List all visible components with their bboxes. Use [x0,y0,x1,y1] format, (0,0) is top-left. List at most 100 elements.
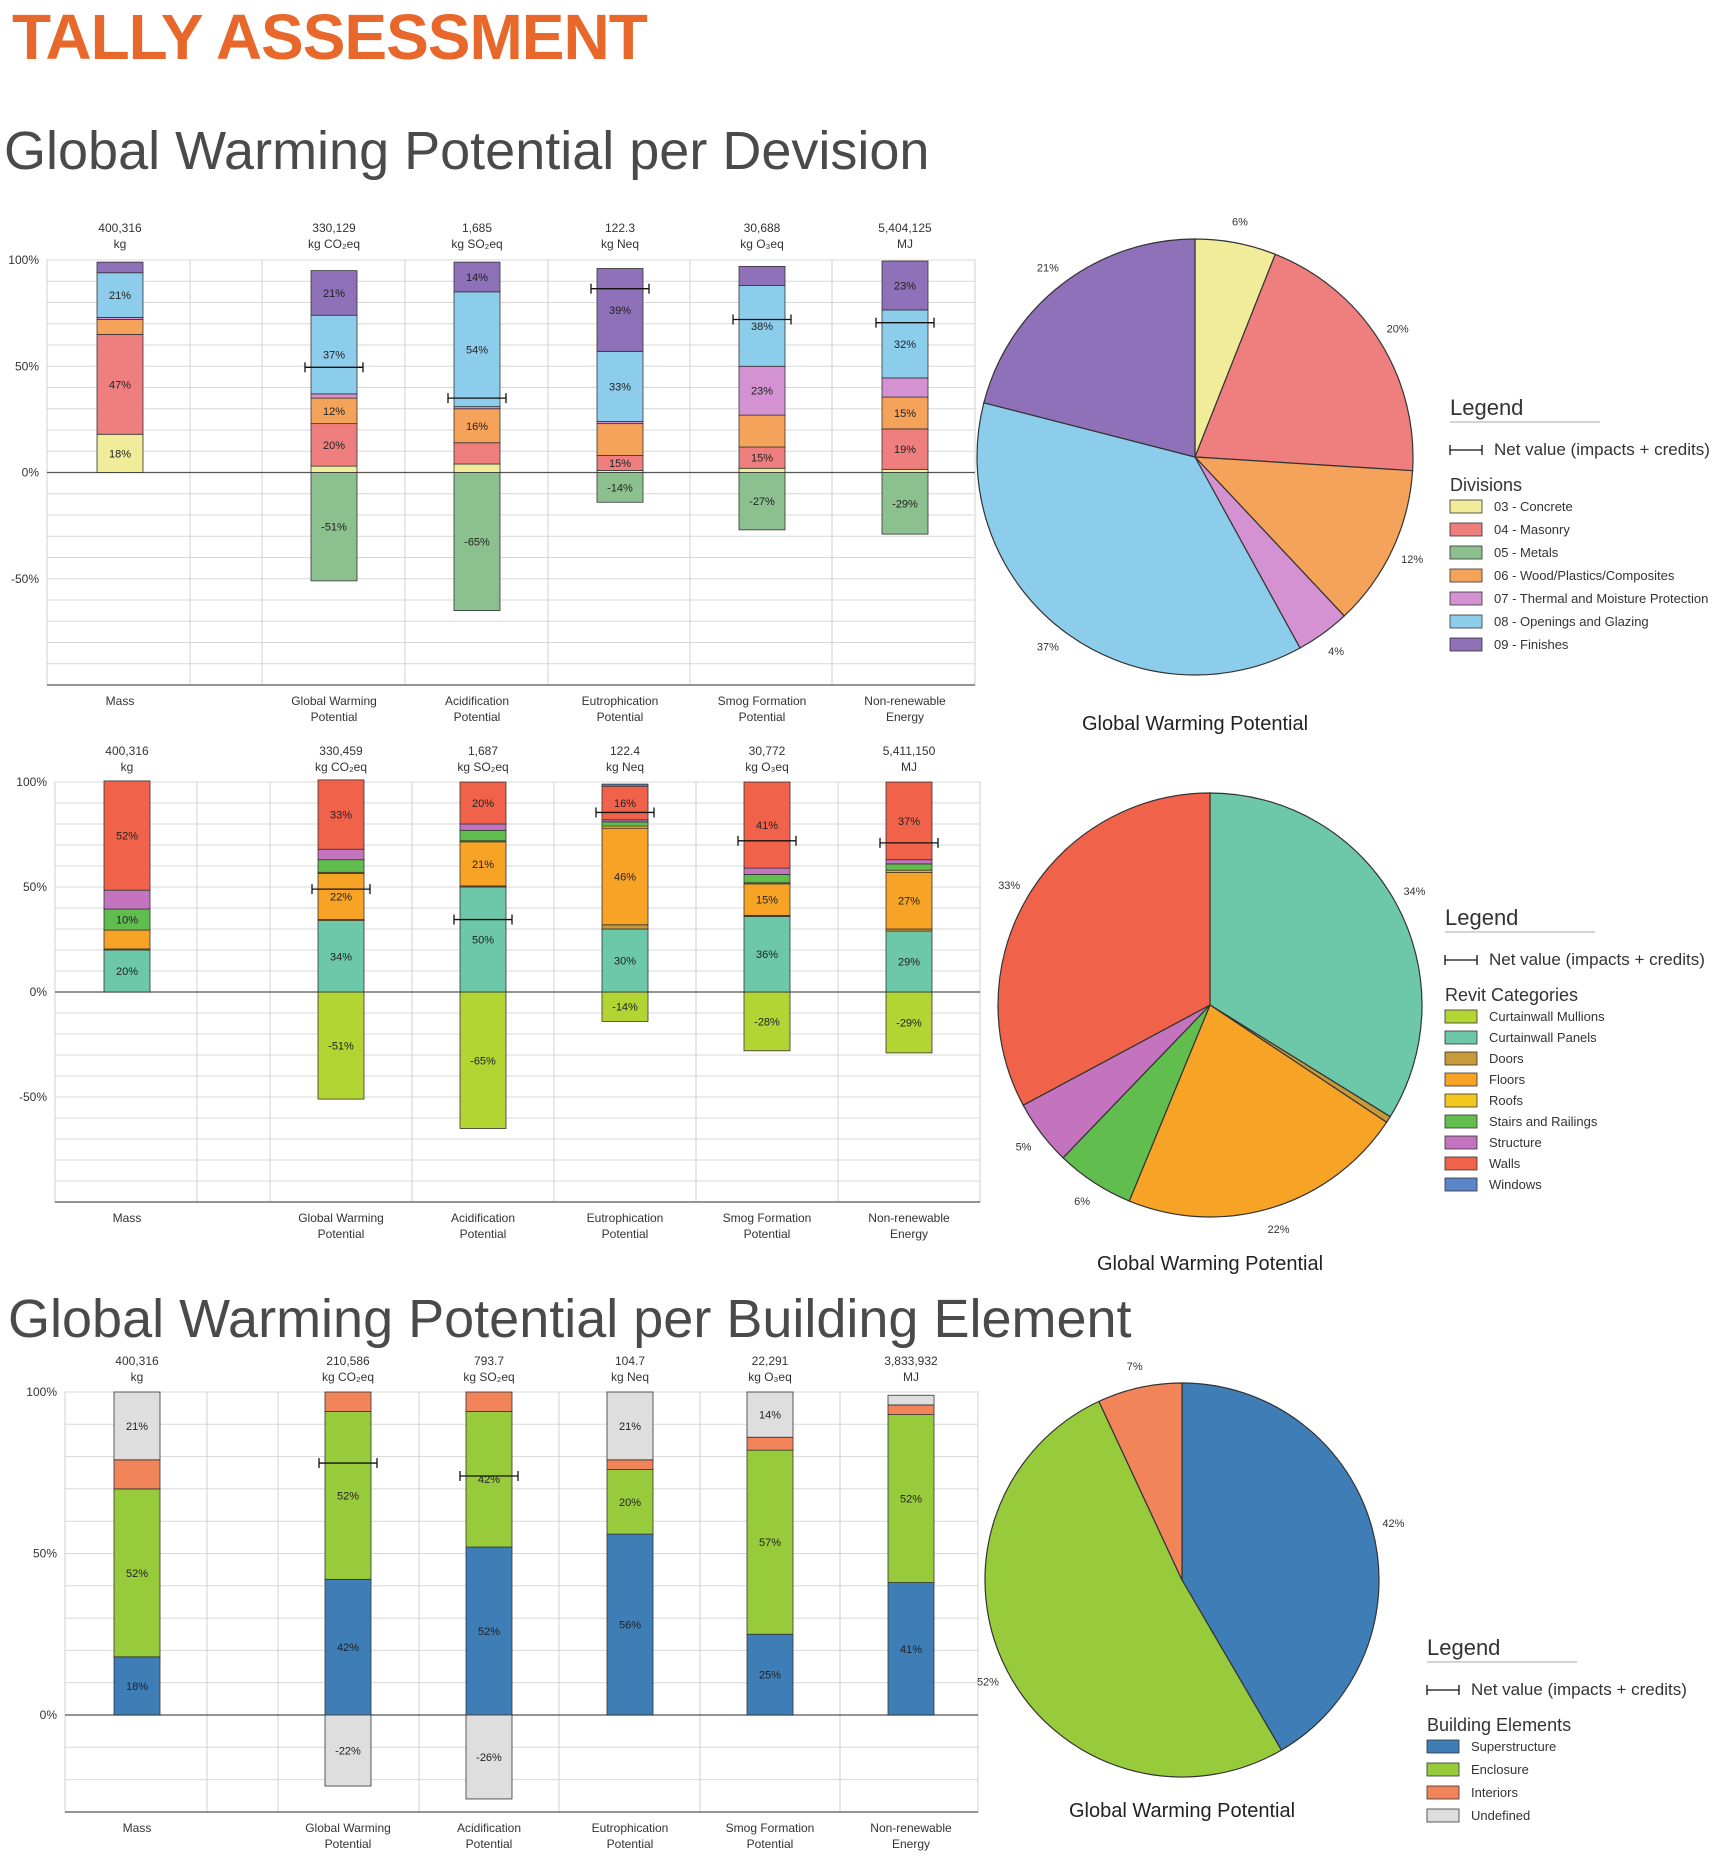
bar-segment [453,442,501,465]
pie-slice-label: 37% [1037,642,1059,654]
legend-item-label: Windows [1489,1177,1542,1192]
bar-segment [746,1391,794,1438]
data-label: 18% [109,448,131,460]
bar-segment [310,397,358,425]
data-label: 52% [478,1626,500,1638]
y-tick-label: -50% [11,572,39,586]
chart-panel-divisions: 100% 50% 0% -50% 400,316 kg Mass 18% 47% 21% 330,1… [8,216,1710,735]
pie-title: Global Warming Potential [1069,1800,1295,1822]
data-label: 16% [614,798,636,810]
category-label: Potential [739,710,786,724]
data-label: 16% [466,421,488,433]
bar-segment [738,467,786,473]
main-title: TALLY ASSESSMENT [12,1,648,73]
bar-segment [310,393,358,399]
category-unit: kg O₃eq [745,760,789,774]
category-total: 22,291 [752,1354,789,1368]
data-label: -51% [321,522,347,534]
data-label: 21% [126,1421,148,1433]
bar-segment [459,829,507,842]
category-label: Smog Formation [723,1211,812,1225]
category-label: Non-renewable [864,694,946,708]
data-label: 33% [609,381,631,393]
category-label: Potential [597,710,644,724]
bar-segment [606,1459,654,1470]
bar-segment [743,991,791,1052]
category-label: Mass [123,1821,152,1835]
bar-segment [881,260,929,311]
bar-segment [317,991,365,1100]
data-label: -22% [335,1746,361,1758]
data-label: 14% [466,272,488,284]
data-label: 10% [116,915,138,927]
category-unit: MJ [897,237,913,251]
legend-group-title: Divisions [1450,475,1522,495]
category-total: 400,316 [115,1354,159,1368]
data-label: 34% [330,951,352,963]
bar-segment [743,781,791,869]
legend-group-title: Revit Categories [1445,985,1578,1005]
bar-segment [459,886,507,993]
data-label: 37% [323,350,345,362]
bar-segment [453,408,501,444]
pie-slice-label: 12% [1401,554,1423,566]
bar-segment [317,779,365,850]
data-label: 41% [900,1644,922,1656]
category-total: 3,833,932 [884,1354,938,1368]
category-label: Potential [602,1227,649,1241]
bar-segment [601,991,649,1022]
bar-segment [746,1449,794,1635]
category-unit: kg SO₂eq [451,237,502,251]
category-label: Potential [311,710,358,724]
category-total: 122.4 [610,744,640,758]
category-label: Mass [113,1211,142,1225]
data-label: 25% [759,1670,781,1682]
legend-group-title: Building Elements [1427,1715,1571,1735]
data-label: 21% [472,859,494,871]
bar-segment [601,928,649,993]
chart-panel-revit-categories: 100% 50% 0% -50% 400,316 kg Mass 20% 10% 52% 330,4… [16,744,1705,1275]
legend-swatch [1426,1785,1460,1800]
bar-segment [324,1714,372,1787]
legend-item-label: Doors [1489,1051,1524,1066]
category-total: 210,586 [326,1354,370,1368]
category-total: 1,687 [468,744,498,758]
category-label: Energy [886,710,924,724]
bar-segment [606,1391,654,1461]
pie-title: Global Warming Potential [1082,713,1308,735]
category-total: 104.7 [615,1354,645,1368]
category-total: 330,129 [312,221,356,235]
bar-segment [317,872,365,920]
data-label: -51% [328,1041,354,1053]
pie-slice-label: 6% [1074,1196,1090,1208]
bar-segment [887,1582,935,1716]
category-unit: kg SO₂eq [457,760,508,774]
category-label: Potential [454,710,501,724]
category-unit: kg [114,237,127,251]
category-total: 1,685 [462,221,492,235]
legend-title: Legend [1450,395,1523,420]
bar-segment [887,1404,935,1416]
data-label: 30% [614,956,636,968]
bar-segment [885,859,933,865]
y-tick-label: 50% [23,880,47,894]
pie-slice-label: 52% [977,1677,999,1689]
pie-slice [1209,792,1423,1118]
chart-panel-building-elements: 100% 50% 0% 400,316 kg Mass 18% 52% 21% 210,586 kg… [26,1354,1687,1851]
category-unit: kg [131,1370,144,1384]
legend-net-label: Net value (impacts + credits) [1494,440,1710,459]
bar-segment [103,949,151,993]
bar-segment [881,472,929,535]
category-label: Acidification [451,1211,515,1225]
data-label: -28% [754,1016,780,1028]
bar-segment [596,350,644,422]
pie-slice [1098,1382,1183,1581]
category-unit: MJ [901,760,917,774]
data-label: 33% [330,810,352,822]
legend-item-label: 05 - Metals [1494,545,1559,560]
bar-segment [317,848,365,861]
pie-slice-label: 33% [998,880,1020,892]
bar-segment [317,859,365,873]
y-tick-label: 50% [33,1546,57,1560]
y-tick-label: -50% [19,1090,47,1104]
